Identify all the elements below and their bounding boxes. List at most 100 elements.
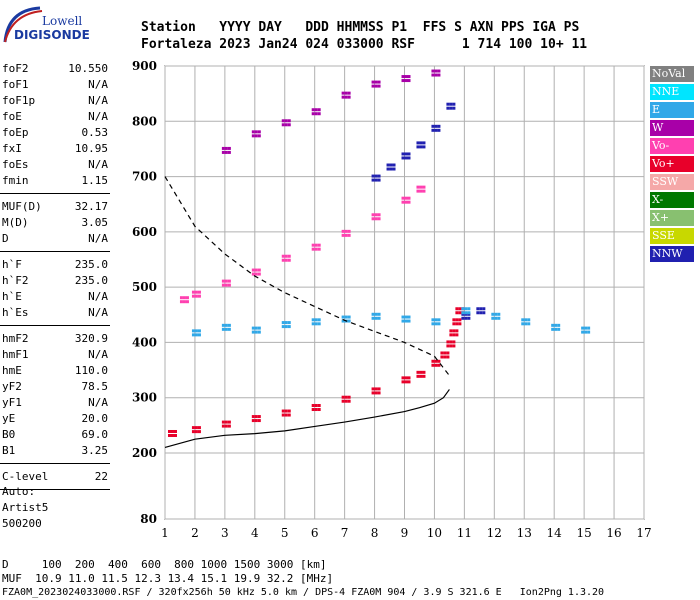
data-point — [437, 124, 441, 128]
data-point — [521, 318, 525, 322]
data-point — [170, 429, 174, 433]
auto-software: Artist5 — [2, 501, 49, 514]
data-point — [341, 315, 345, 319]
data-point — [182, 300, 186, 304]
data-point — [284, 254, 288, 258]
data-point — [257, 415, 261, 419]
x-tick-label: 8 — [371, 526, 379, 540]
data-point — [344, 229, 348, 233]
param-value: N/A — [88, 232, 108, 245]
legend-item: Vo+ — [650, 156, 694, 172]
y-tick-label: 900 — [132, 59, 157, 73]
data-point — [479, 307, 483, 311]
data-point — [401, 200, 405, 204]
data-point — [197, 294, 201, 298]
data-point — [251, 415, 255, 419]
data-point — [194, 329, 198, 333]
data-point — [422, 185, 426, 189]
data-point — [455, 333, 459, 337]
data-point — [344, 395, 348, 399]
param-value: 20.0 — [81, 412, 109, 425]
param-name: D — [2, 232, 9, 245]
data-point — [377, 80, 381, 84]
x-tick-label: 17 — [636, 526, 651, 540]
data-point — [431, 318, 435, 322]
data-point — [341, 399, 345, 403]
data-point — [455, 318, 459, 322]
data-point — [377, 217, 381, 221]
data-point — [416, 185, 420, 189]
data-point — [455, 329, 459, 333]
header-values: Fortaleza 2023 Jan24 024 033000 RSF 1 71… — [141, 37, 588, 52]
param-value: 0.53 — [81, 126, 109, 139]
data-point — [521, 322, 525, 326]
param-value: 69.0 — [81, 428, 109, 441]
data-point — [497, 316, 501, 320]
param-value: 110.0 — [74, 364, 108, 377]
data-point — [494, 312, 498, 316]
data-point — [407, 319, 411, 323]
data-point — [404, 156, 408, 160]
param-name: MUF(D) — [2, 200, 42, 213]
data-point — [311, 404, 315, 408]
data-point — [284, 413, 288, 417]
data-point — [416, 145, 420, 149]
param-name: hmF2 — [2, 332, 29, 345]
data-point — [173, 433, 177, 437]
data-point — [347, 233, 351, 237]
data-point — [284, 258, 288, 262]
data-point — [437, 128, 441, 132]
data-point — [434, 363, 438, 367]
data-point — [374, 217, 378, 221]
data-point — [311, 247, 315, 251]
x-tick-label: 10 — [427, 526, 442, 540]
data-point — [452, 106, 456, 110]
data-point — [407, 75, 411, 79]
data-point — [443, 351, 447, 355]
data-point — [446, 344, 450, 348]
data-point — [371, 391, 375, 395]
data-point — [284, 119, 288, 123]
data-point — [464, 312, 468, 316]
x-tick-label: 14 — [547, 526, 563, 540]
data-point — [287, 413, 291, 417]
data-point — [281, 325, 285, 329]
data-point — [422, 370, 426, 374]
data-point — [257, 272, 261, 276]
data-point — [314, 404, 318, 408]
data-point — [497, 312, 501, 316]
data-point — [197, 333, 201, 337]
legend-item: NNE — [650, 84, 694, 100]
data-point — [287, 409, 291, 413]
data-point — [422, 189, 426, 193]
data-point — [287, 258, 291, 262]
x-tick-label: 5 — [281, 526, 289, 540]
data-point — [344, 233, 348, 237]
param-name: fmin — [2, 174, 29, 187]
data-point — [221, 424, 225, 428]
data-point — [377, 213, 381, 217]
data-point — [347, 395, 351, 399]
data-point — [404, 200, 408, 204]
data-point — [464, 307, 468, 311]
data-point — [419, 189, 423, 193]
param-value: 10.95 — [74, 142, 108, 155]
data-point — [449, 344, 453, 348]
data-point — [392, 167, 396, 171]
data-point — [194, 426, 198, 430]
data-point — [314, 322, 318, 326]
data-point — [461, 312, 465, 316]
data-point — [224, 283, 228, 287]
x-tick-label: 1 — [161, 526, 169, 540]
param-value: N/A — [88, 306, 108, 319]
data-point — [257, 419, 261, 423]
data-point — [464, 316, 468, 320]
data-point — [452, 344, 456, 348]
x-tick-label: 9 — [401, 526, 409, 540]
data-point — [311, 112, 315, 116]
data-point — [254, 330, 258, 334]
data-point — [317, 108, 321, 112]
data-point — [257, 326, 261, 330]
data-point — [407, 196, 411, 200]
